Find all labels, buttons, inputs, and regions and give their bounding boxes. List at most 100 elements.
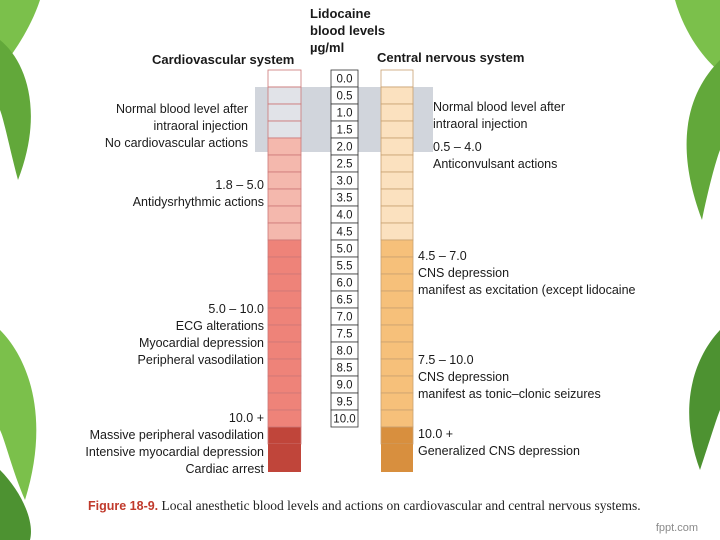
cns-normal-line2: intraoral injection — [433, 117, 528, 131]
scale-tick-label: 8.5 — [337, 363, 353, 375]
leaf-decoration-left-icon — [0, 0, 40, 540]
cns-bar-cell — [380, 358, 414, 377]
cardio-bar-cell — [267, 307, 302, 326]
cns-bar-cell — [380, 137, 414, 156]
scale-tick-label: 0.5 — [337, 91, 353, 103]
scale-tick-label: 6.5 — [337, 295, 353, 307]
header-title-line2: blood levels — [310, 23, 386, 38]
cns-anticonv-text: Anticonvulsant actions — [433, 157, 558, 171]
cardio-bar-cell — [267, 341, 302, 360]
cns-bar-cell — [380, 239, 414, 258]
cns-bar-cell — [380, 256, 414, 275]
cns-dep1-text1: CNS depression — [418, 266, 510, 280]
cardio-mass-text2: Intensive myocardial depression — [85, 445, 264, 459]
scale-cell — [330, 409, 359, 428]
scale-tick-label: 0.0 — [337, 74, 353, 86]
scale-tick-label: 8.0 — [337, 346, 353, 358]
scale-tick-label: 3.5 — [337, 193, 353, 205]
cns-gen-range: 10.0 + — [418, 427, 454, 441]
cardio-bar-cell — [267, 409, 302, 428]
cns-anticonv-range: 0.5 – 4.0 — [433, 140, 482, 154]
cardio-ecg-text3: Peripheral vasodilation — [137, 353, 264, 367]
cns-gen-text: Generalized CNS depression — [418, 444, 580, 458]
scale-tick-label: 4.5 — [337, 227, 353, 239]
caption-figure-number: Figure 18-9. — [88, 499, 159, 513]
cardio-mass-text3: Cardiac arrest — [185, 462, 265, 476]
header-cardiovascular: Cardiovascular system — [152, 52, 295, 67]
cardio-anti-range: 1.8 – 5.0 — [215, 178, 264, 192]
brand-watermark: fppt.com — [655, 522, 698, 534]
scale-tick-label: 7.0 — [337, 312, 353, 324]
cns-dep1-text2: manifest as excitation (except lidocaine — [418, 283, 636, 297]
cns-normal-line1: Normal blood level after — [433, 100, 566, 114]
scale-tick-label: 10.0 — [333, 414, 355, 426]
cardio-bar-cell — [267, 205, 302, 224]
cardio-bar-cell — [267, 392, 302, 411]
cardio-bar-cell — [267, 188, 302, 207]
header-cns: Central nervous system — [377, 50, 525, 65]
cns-bar-cell — [380, 375, 414, 394]
cardio-bar-tail — [268, 444, 301, 472]
cns-bar-cell — [380, 307, 414, 326]
cardio-bar-cell — [267, 86, 302, 105]
scale-tick-label: 9.0 — [337, 380, 353, 392]
scale-tick-label: 6.0 — [337, 278, 353, 290]
scale-tick-label: 1.5 — [337, 125, 353, 137]
cns-bar-cell — [380, 120, 414, 139]
cns-dep2-text2: manifest as tonic–clonic seizures — [418, 387, 601, 401]
cardio-bar-cell — [267, 273, 302, 292]
cardio-bar-cell — [267, 256, 302, 275]
cardio-bar-cell — [267, 154, 302, 173]
cns-bar-cell — [380, 324, 414, 343]
cardio-bar-cell — [267, 120, 302, 139]
cns-bar-cell — [380, 188, 414, 207]
cardio-bar-cell — [267, 426, 302, 445]
cardio-bar-cell — [267, 239, 302, 258]
cns-bar-cell — [380, 409, 414, 428]
cns-dep2-text1: CNS depression — [418, 370, 510, 384]
cns-bar-cell — [380, 69, 414, 88]
cardio-bar-cell — [267, 103, 302, 122]
scale-tick-label: 1.0 — [337, 108, 353, 120]
cardio-bar-cell — [267, 290, 302, 309]
cns-bar-cell — [380, 154, 414, 173]
cardio-bar-cell — [267, 69, 302, 88]
cns-bar-cell — [380, 171, 414, 190]
cns-bar-cell — [380, 86, 414, 105]
caption-text: Local anesthetic blood levels and action… — [161, 498, 641, 513]
header-lidocaine: Lidocaine blood levels µg/ml — [310, 5, 385, 56]
cardio-normal-line1: Normal blood level after — [115, 102, 248, 116]
cardio-ecg-text2: Myocardial depression — [138, 336, 264, 350]
cns-bar-cell — [380, 273, 414, 292]
cardio-ecg-text1: ECG alterations — [175, 319, 264, 333]
cardio-normal-line2: intraoral injection — [153, 119, 249, 133]
cardio-bar-cell — [267, 137, 302, 156]
scale-tick-label: 2.5 — [337, 159, 353, 171]
cardio-mass-range: 10.0 + — [228, 411, 264, 425]
cardio-bar-cell — [267, 222, 302, 241]
cns-dep1-range: 4.5 – 7.0 — [418, 249, 467, 263]
figure-caption: Figure 18-9. Local anesthetic blood leve… — [88, 497, 668, 515]
scale-tick-label: 7.5 — [337, 329, 353, 341]
cardio-bar-cell — [267, 358, 302, 377]
scale-tick-label: 5.0 — [337, 244, 353, 256]
cns-bar-cell — [380, 341, 414, 360]
cns-bar-cell — [380, 392, 414, 411]
cardio-bar-cell — [267, 375, 302, 394]
cardio-mass-text1: Massive peripheral vasodilation — [89, 428, 264, 442]
cardio-normal-line3: No cardiovascular actions — [104, 136, 248, 150]
cardio-ecg-range: 5.0 – 10.0 — [208, 302, 264, 316]
scale-tick-label: 9.5 — [337, 397, 353, 409]
cns-bar-cell — [380, 426, 414, 445]
cardio-anti-text: Antidysrhythmic actions — [132, 195, 264, 209]
header-title-line1: Lidocaine — [310, 6, 371, 21]
cardio-bar-cell — [267, 324, 302, 343]
cns-bar-cell — [380, 205, 414, 224]
cns-bar-cell — [380, 290, 414, 309]
leaf-decoration-right-icon — [675, 0, 720, 470]
cns-dep2-range: 7.5 – 10.0 — [418, 353, 474, 367]
scale-tick-label: 3.0 — [337, 176, 353, 188]
cardio-bar-cell — [267, 171, 302, 190]
